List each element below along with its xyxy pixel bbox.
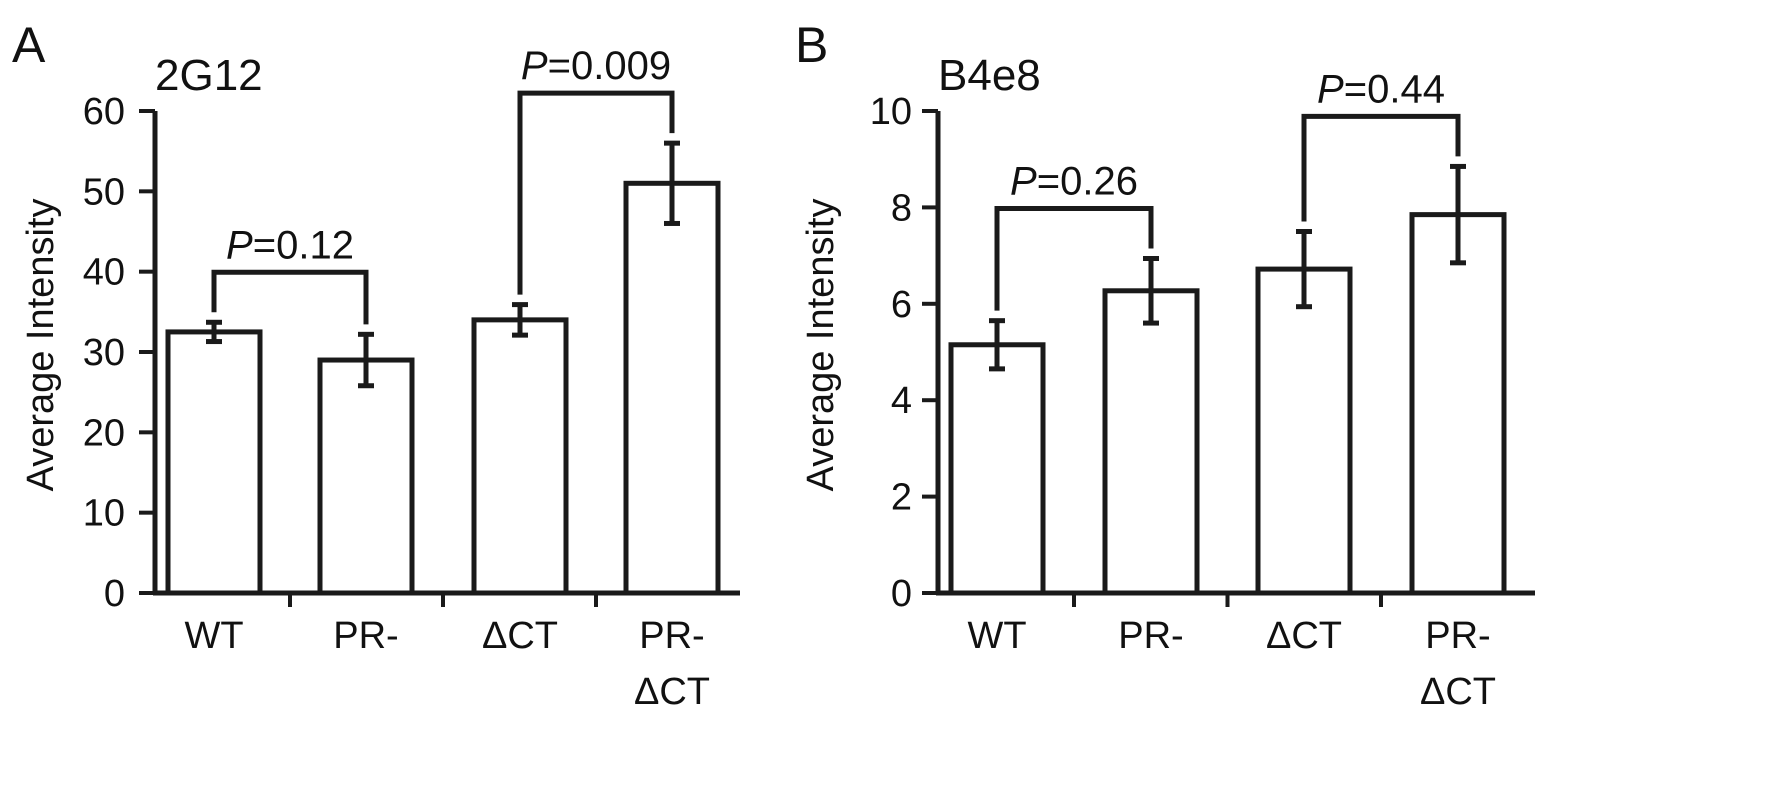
x-tick-label: WT: [967, 615, 1026, 657]
y-tick-label: 60: [83, 91, 125, 133]
bar: [317, 357, 415, 596]
y-tick-label: 6: [891, 284, 912, 326]
y-tick-label: 4: [891, 380, 912, 422]
x-tick-label: PR-: [333, 615, 398, 657]
x-tick-label: ΔCT: [1420, 671, 1496, 713]
y-tick-label: 10: [83, 493, 125, 535]
x-tick-label: WT: [184, 615, 243, 657]
chart-panel-b: B B4e8 Average Intensity 0 2 4 6 8 10 WT PR- ΔCT PR-…: [795, 17, 1535, 713]
significance-bracket: [1301, 113, 1461, 222]
significance-bracket: [994, 205, 1154, 311]
p-value-label: P=0.009: [521, 44, 671, 88]
y-tick-label: 30: [83, 332, 125, 374]
x-tick-label: PR-: [1118, 615, 1183, 657]
y-tick-label: 10: [870, 91, 912, 133]
x-tick-label: PR-: [1425, 615, 1490, 657]
y-axis-label: Average Intensity: [20, 199, 62, 492]
y-tick-label: 50: [83, 171, 125, 213]
x-tick-label: ΔCT: [634, 671, 710, 713]
bar: [471, 317, 569, 596]
bar: [948, 342, 1046, 596]
y-tick-label: 8: [891, 187, 912, 229]
panel-letter: B: [795, 17, 828, 73]
chart-title: 2G12: [155, 51, 263, 100]
bar: [623, 180, 721, 596]
p-value-label: P=0.26: [1010, 159, 1138, 203]
p-value-label: P=0.12: [226, 223, 354, 267]
y-tick-label: 2: [891, 477, 912, 519]
y-tick-label: 0: [891, 573, 912, 615]
x-tick-label: PR-: [639, 615, 704, 657]
p-value-label: P=0.44: [1317, 67, 1445, 111]
significance-bracket: [517, 90, 675, 295]
y-tick-label: 0: [104, 573, 125, 615]
panel-letter: A: [12, 17, 46, 73]
y-axis-label: Average Intensity: [800, 199, 842, 492]
y-tick-label: 20: [83, 412, 125, 454]
bar: [1255, 266, 1353, 596]
bar: [165, 329, 263, 596]
bar: [1102, 288, 1200, 596]
x-tick-label: ΔCT: [1266, 615, 1342, 657]
chart-panel-a: A 2G12 Average Intensity 0 10 20 30 40 50 60 WT PR-…: [12, 17, 740, 713]
chart-title: B4e8: [938, 51, 1041, 100]
significance-bracket: [211, 269, 369, 325]
y-tick-label: 40: [83, 252, 125, 294]
x-tick-label: ΔCT: [482, 615, 558, 657]
bar: [1409, 212, 1507, 596]
